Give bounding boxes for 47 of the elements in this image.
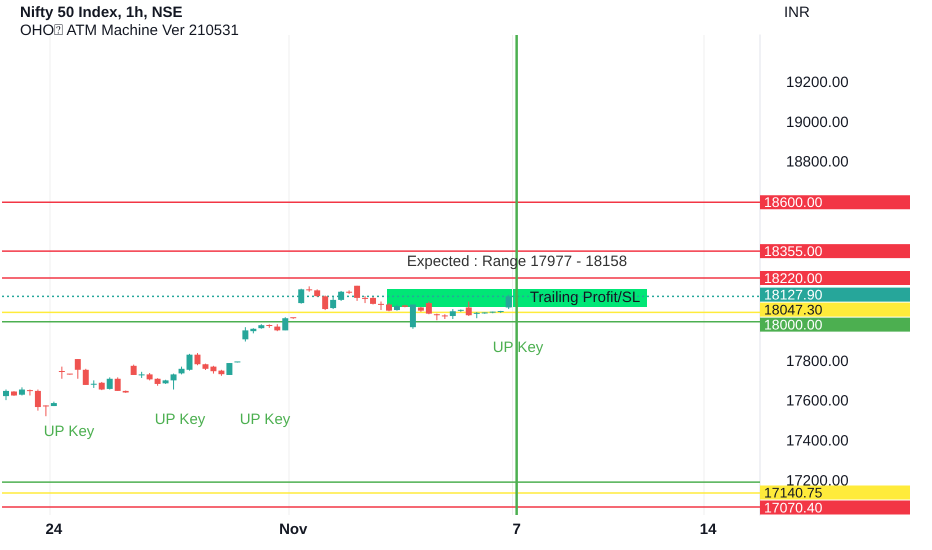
- candlestick: [42, 404, 49, 417]
- y-tick-label: 17400.00: [786, 432, 849, 450]
- ref-line-label: 18000.00: [764, 316, 823, 332]
- ref-line-label: 18220.00: [764, 270, 823, 286]
- candlestick: [466, 300, 472, 317]
- y-tick-label: 17800.00: [786, 352, 849, 370]
- candlestick: [426, 300, 432, 315]
- candlestick: [34, 389, 41, 412]
- candlestick: [106, 376, 113, 390]
- y-axis-title: INR: [784, 4, 810, 21]
- ref-line-label: 17140.75: [764, 484, 823, 500]
- x-tick-label: 14: [700, 521, 718, 538]
- candlestick: [74, 358, 81, 380]
- annotation: UP Key: [44, 423, 95, 440]
- candlestick: [450, 308, 456, 320]
- candlestick: [282, 316, 288, 331]
- candlestick: [322, 295, 328, 311]
- candlestick: [58, 366, 65, 380]
- y-tick-label: 19000.00: [786, 114, 849, 131]
- x-tick-label: 7: [512, 521, 521, 538]
- candlestick: [354, 285, 360, 302]
- candlestick: [226, 362, 232, 376]
- candlestick: [410, 304, 416, 330]
- chart-subtitle: OHO⍰ ATM Machine Ver 210531: [20, 22, 239, 40]
- y-tick-label: 19200.00: [786, 74, 849, 91]
- x-tick-label: 24: [46, 521, 63, 538]
- annotation: UP Key: [240, 411, 291, 428]
- y-tick-label: 17600.00: [786, 392, 849, 410]
- candlestick: [114, 376, 121, 392]
- ref-line-label: 18127.90: [764, 286, 823, 302]
- ref-line-label: 18600.00: [764, 194, 823, 210]
- annotation: UP Key: [492, 339, 544, 356]
- annotation: UP Key: [154, 411, 206, 428]
- candlestick: [242, 326, 248, 342]
- ref-line-label: 17070.40: [764, 499, 823, 516]
- candlestick: [3, 389, 9, 401]
- candlestick: [82, 368, 89, 386]
- chart-title: Nifty 50 Index, 1h, NSE: [20, 4, 184, 22]
- y-tick-label: 18800.00: [786, 154, 849, 171]
- annotation: Trailing Profit/SL: [530, 289, 640, 306]
- candlestick: [194, 352, 200, 366]
- candlestick: [170, 373, 177, 390]
- ref-line-label: 18047.30: [764, 301, 823, 318]
- ref-line-label: 18355.00: [764, 242, 823, 259]
- candlestick: [186, 353, 193, 372]
- candlestick: [130, 364, 137, 376]
- x-tick-label: Nov: [279, 521, 308, 538]
